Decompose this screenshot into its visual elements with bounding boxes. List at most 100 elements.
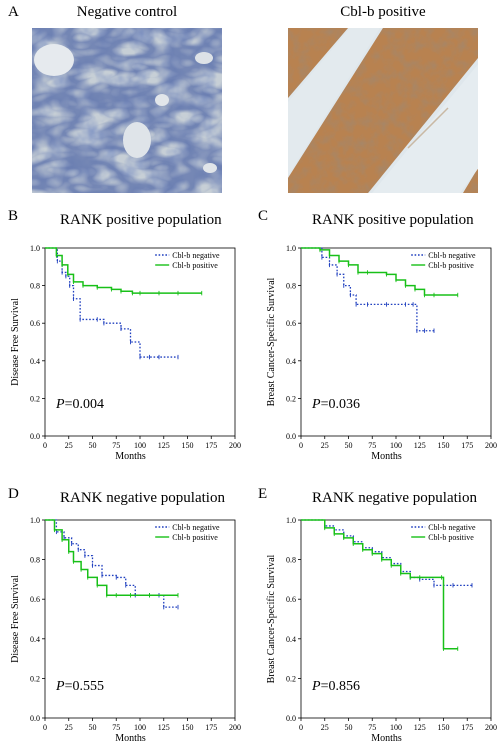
legend-label: Cbl-b negative (172, 523, 220, 532)
panel-c-letter: C (258, 208, 269, 224)
series-line-cbl-b-negative (301, 247, 434, 332)
x-tick-label: 75 (368, 441, 376, 450)
legend-label: Cbl-b positive (428, 533, 474, 542)
x-tick-label: 100 (390, 441, 402, 450)
legend-label: Cbl-b positive (428, 261, 474, 270)
y-tick-label: 0.6 (286, 319, 296, 328)
x-axis-label: Months (371, 451, 402, 462)
y-tick-label: 0.4 (30, 357, 40, 366)
negative-control-micrograph (32, 28, 222, 193)
panel-a-letter: A (8, 4, 19, 20)
series-line-cbl-b-positive (45, 519, 178, 596)
x-tick-label: 100 (134, 723, 146, 732)
x-tick-label: 0 (299, 441, 303, 450)
y-tick-label: 0.8 (30, 282, 40, 291)
x-tick-label: 175 (205, 723, 217, 732)
panel-e-chart: 0 25 50 75 100 125 150 175 200 0.0 0.2 0.4 0.6 0.8 1.0… (250, 510, 500, 750)
y-tick-label: 0.2 (30, 674, 40, 683)
x-tick-label: 100 (390, 723, 402, 732)
panel-c-pvalue: P=0.036 (312, 397, 360, 412)
series-line-cbl-b-negative (45, 519, 178, 608)
km-plot-svg: 0 25 50 75 100 125 150 175 200 0.0 0.2 0.4 0.6 0.8 1.0… (266, 516, 497, 744)
y-tick-label: 1.0 (286, 244, 296, 253)
y-tick-label: 0.4 (286, 635, 296, 644)
x-axis-label: Months (115, 733, 146, 744)
x-tick-label: 50 (89, 441, 97, 450)
x-tick-label: 25 (321, 723, 329, 732)
x-tick-label: 125 (414, 441, 426, 450)
x-tick-label: 75 (112, 441, 120, 450)
x-tick-label: 75 (368, 723, 376, 732)
panel-e-letter: E (258, 486, 268, 502)
panel-d-chart: 0 25 50 75 100 125 150 175 200 0.0 0.2 0.4 0.6 0.8 1.0… (0, 510, 250, 750)
km-plot-svg: 0 25 50 75 100 125 150 175 200 0.0 0.2 0.4 0.6 0.8 1.0… (10, 244, 241, 462)
x-tick-label: 100 (134, 441, 146, 450)
y-axis-label: Disease Free Survival (10, 298, 21, 386)
x-tick-label: 125 (158, 441, 170, 450)
km-plot-svg: 0 25 50 75 100 125 150 175 200 0.0 0.2 0.4 0.6 0.8 1.0… (10, 516, 241, 744)
y-tick-label: 0.6 (286, 595, 296, 604)
x-tick-label: 200 (229, 441, 241, 450)
y-tick-label: 0.0 (286, 714, 296, 723)
x-tick-label: 150 (438, 441, 450, 450)
panel-b-letter: B (8, 208, 19, 224)
y-tick-label: 0.2 (286, 394, 296, 403)
x-tick-label: 175 (461, 723, 473, 732)
x-tick-label: 150 (182, 723, 194, 732)
panel-b-pvalue: P=0.004 (56, 397, 104, 412)
y-tick-label: 0.2 (286, 674, 296, 683)
legend-label: Cbl-b negative (172, 251, 220, 260)
x-axis-label: Months (371, 733, 402, 744)
x-tick-label: 0 (299, 723, 303, 732)
cbl-b-positive-micrograph (288, 28, 478, 193)
y-tick-label: 0.0 (286, 432, 296, 441)
legend-label: Cbl-b negative (428, 251, 476, 260)
x-tick-label: 200 (485, 441, 497, 450)
y-tick-label: 0.2 (30, 394, 40, 403)
panel-c-chart: 0 25 50 75 100 125 150 175 200 0.0 0.2 0.4 0.6 0.8 1.0… (250, 232, 500, 472)
panel-e-title: RANK negative population (312, 490, 477, 506)
x-tick-label: 200 (229, 723, 241, 732)
y-tick-label: 0.8 (30, 556, 40, 565)
series-line-cbl-b-positive (45, 247, 202, 294)
negative-control-title: Negative control (76, 4, 178, 20)
y-tick-label: 0.0 (30, 714, 40, 723)
x-tick-label: 125 (158, 723, 170, 732)
y-tick-label: 1.0 (286, 516, 296, 525)
panel-b-title: RANK positive population (60, 212, 222, 228)
y-tick-label: 0.8 (286, 282, 296, 291)
y-tick-label: 1.0 (30, 516, 40, 525)
x-tick-label: 125 (414, 723, 426, 732)
x-tick-label: 0 (43, 441, 47, 450)
x-tick-label: 25 (65, 441, 73, 450)
y-tick-label: 0.6 (30, 319, 40, 328)
x-tick-label: 50 (89, 723, 97, 732)
panel-d-title: RANK negative population (60, 490, 225, 506)
x-tick-label: 175 (205, 441, 217, 450)
y-tick-label: 0.4 (286, 357, 296, 366)
x-tick-label: 200 (485, 723, 497, 732)
km-plot-svg: 0 25 50 75 100 125 150 175 200 0.0 0.2 0.4 0.6 0.8 1.0… (266, 244, 497, 462)
x-tick-label: 150 (182, 441, 194, 450)
panel-b-chart: 0 25 50 75 100 125 150 175 200 0.0 0.2 0.4 0.6 0.8 1.0… (0, 232, 250, 472)
y-tick-label: 0.6 (30, 595, 40, 604)
cbl-b-positive-title: Cbl-b positive (340, 4, 426, 20)
y-axis-label: Breast Cancer-Specific Survival (266, 554, 277, 683)
panel-d-pvalue: P=0.555 (56, 679, 104, 694)
x-tick-label: 25 (65, 723, 73, 732)
legend-label: Cbl-b positive (172, 261, 218, 270)
x-tick-label: 50 (345, 441, 353, 450)
x-tick-label: 0 (43, 723, 47, 732)
y-axis-label: Breast Cancer-Specific Survival (266, 277, 277, 406)
x-tick-label: 25 (321, 441, 329, 450)
legend-label: Cbl-b positive (172, 533, 218, 542)
x-axis-label: Months (115, 451, 146, 462)
x-tick-label: 50 (345, 723, 353, 732)
legend-label: Cbl-b negative (428, 523, 476, 532)
y-axis-label: Disease Free Survival (10, 575, 21, 663)
x-tick-label: 150 (438, 723, 450, 732)
x-tick-label: 75 (112, 723, 120, 732)
panel-e-pvalue: P=0.856 (312, 679, 360, 694)
x-tick-label: 175 (461, 441, 473, 450)
y-tick-label: 0.4 (30, 635, 40, 644)
